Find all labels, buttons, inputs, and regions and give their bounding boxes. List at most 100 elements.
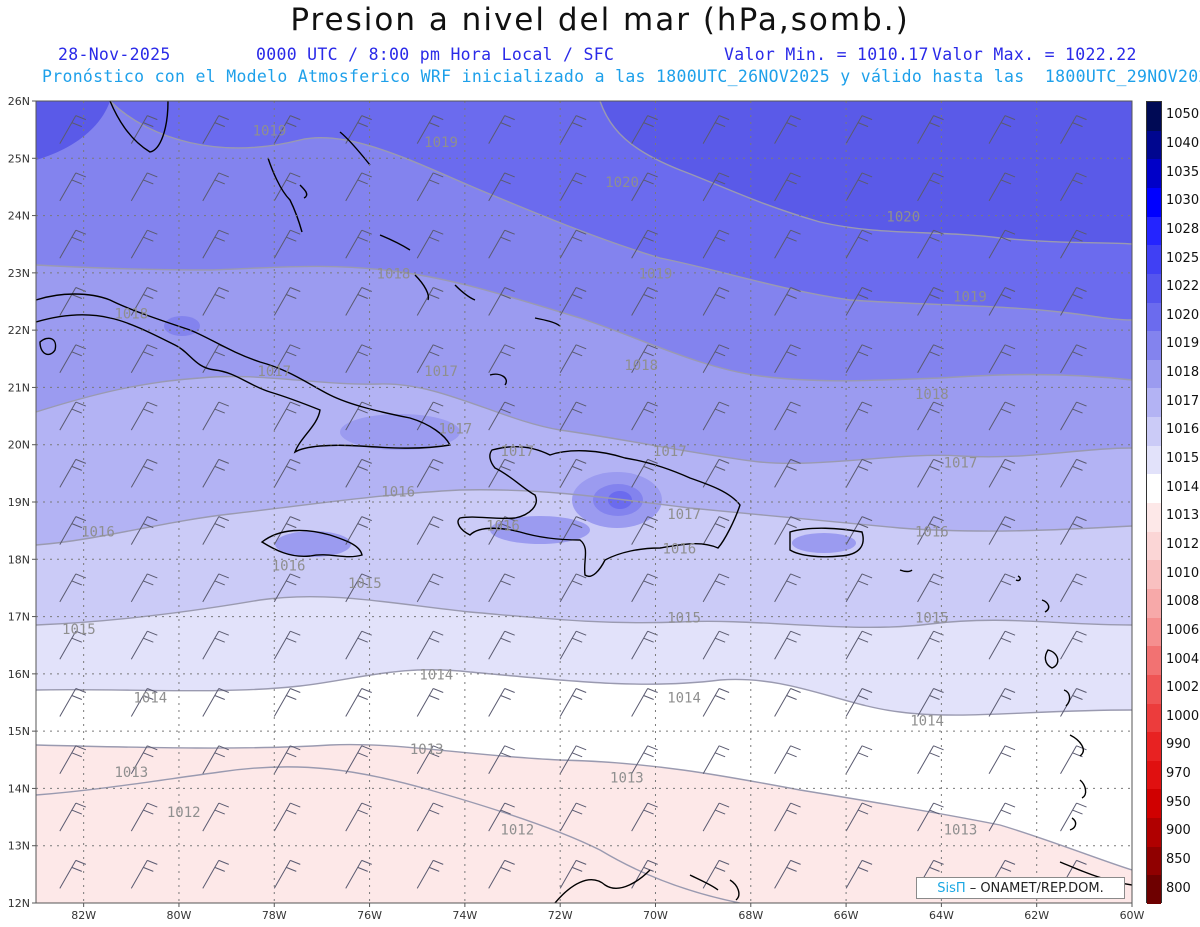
colorbar-segment [1147,588,1161,619]
wind-barb [130,344,158,374]
lon-label: 70W [643,909,668,922]
colorbar-segment [1147,503,1161,533]
colorbar-segment [1147,474,1161,504]
wind-barb [631,287,658,316]
isobar-label: 1018 [915,387,949,403]
wind-barb [988,630,1016,660]
isobar-label: 1016 [81,524,115,540]
isobar-label: 1018 [114,307,148,323]
wind-barb [702,401,730,431]
wind-barb [631,172,658,202]
forecast-date: 28-Nov-2025 [58,45,171,64]
isobar-label: 1017 [944,456,978,472]
wind-barb [917,630,944,660]
wind-barb [917,344,944,374]
colorbar-segment [1147,130,1161,160]
lat-label: 15N [8,725,30,738]
colorbar-segment [1147,531,1161,561]
credit-box: SisΠ – ONAMET/REP.DOM. [916,877,1125,899]
colorbar-label: 1020 [1166,307,1200,323]
wind-barb [774,745,801,775]
isobar-label: 1015 [667,610,701,626]
wind-barb [416,287,444,316]
wind-barb [702,115,730,144]
lon-label: 66W [834,909,859,922]
wind-barb [702,802,730,832]
wind-barb [416,688,444,717]
wind-barb [488,573,515,603]
wind-barb [631,401,658,431]
isobar-label: 1017 [667,507,701,523]
wind-barb [345,859,372,889]
wind-barb [917,115,944,144]
colorbar-label: 990 [1166,737,1191,753]
lat-label: 24N [8,210,30,223]
isobar-label: 1013 [944,822,978,838]
wind-barb [416,115,444,144]
isobar-label: 1017 [653,444,687,460]
wind-barb [702,344,730,374]
colorbar-segment [1147,302,1161,332]
lon-label: 74W [452,909,477,922]
colorbar-segment [1147,703,1161,733]
isobar-label: 1014 [667,691,701,707]
wind-barb [917,745,944,775]
wind-barb [774,688,801,717]
wind-barb [702,688,730,717]
wind-barb [130,630,158,660]
wind-barb [845,172,873,202]
wind-barb [702,172,730,202]
axis-ticks: 12N 13N 14N 15N 16N 17N 18N 19N 20N 21N 22N 23N 24N 2… [8,95,1145,922]
wind-barb [273,802,301,832]
colorbar-label: 1012 [1166,536,1200,552]
wind-barb [774,630,801,660]
wind-barb [702,573,730,603]
colorbar-segment [1147,789,1161,819]
wind-barb [988,688,1016,717]
wind-barb [59,516,87,545]
wind-barb [59,573,87,603]
wind-barb [130,516,158,545]
colorbar-label: 1014 [1166,479,1200,495]
wind-barb [988,802,1016,832]
lat-label: 18N [8,553,30,566]
wind-barb [488,630,515,660]
wind-barb [702,745,730,775]
wind-barb [702,859,730,889]
isobar-label: 1018 [377,267,411,283]
isobar-label: 1012 [167,805,201,821]
lon-label: 62W [1024,909,1049,922]
wind-barb [202,287,229,316]
coastlines [36,101,1132,903]
wind-barb [488,172,515,202]
wind-barb [488,229,515,259]
wind-barb [202,172,229,202]
wind-barb [202,745,229,775]
min-value: Valor Min. = 1010.17 [724,45,929,64]
colorbar-label: 1040 [1166,135,1200,151]
lon-label: 64W [929,909,954,922]
wind-barb [488,458,515,488]
wind-barb [130,458,158,488]
wind-barb [631,458,658,488]
forecast-time: 0000 UTC / 8:00 pm Hora Local / SFC [256,45,615,64]
wind-barb [845,401,873,431]
wind-barb [345,630,372,660]
colorbar-label: 1002 [1166,680,1200,696]
wind-barb [845,688,873,717]
wind-barb [488,802,515,832]
lat-lon-grid [36,101,1132,903]
wind-barb [345,458,372,488]
colorbar-label: 1010 [1166,565,1200,581]
isobar-label: 1015 [62,622,96,638]
wind-barb [59,115,87,144]
wind-barb [488,287,515,316]
wind-barb [416,573,444,603]
colorbar-label: 900 [1166,823,1191,839]
wind-barb [774,573,801,603]
colorbar-segment [1147,159,1161,189]
lat-label: 21N [8,381,30,394]
colorbar-segment [1147,388,1161,418]
wind-barb [130,745,158,775]
